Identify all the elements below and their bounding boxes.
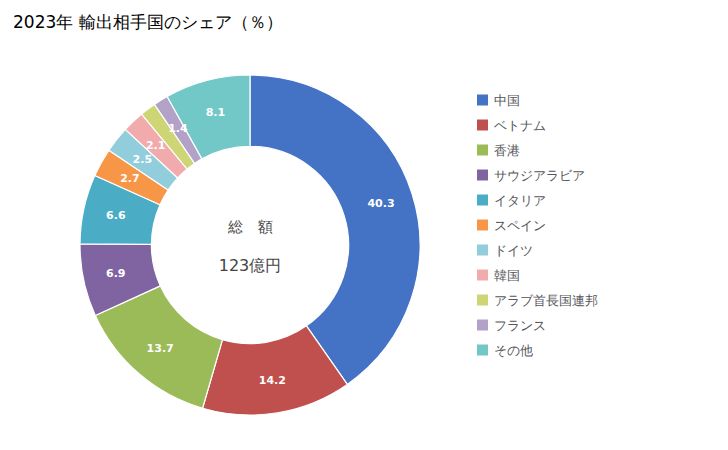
svg-text:6.6: 6.6 [106, 209, 126, 222]
svg-text:韓国: 韓国 [494, 268, 520, 283]
svg-text:6.9: 6.9 [106, 267, 126, 280]
svg-text:40.3: 40.3 [367, 197, 394, 210]
svg-text:サウジアラビア: サウジアラビア [494, 168, 585, 183]
svg-text:中国: 中国 [494, 93, 520, 108]
svg-text:2.5: 2.5 [133, 153, 153, 166]
svg-text:スペイン: スペイン [494, 218, 546, 233]
svg-text:2023年 輸出相手国のシェア（％）: 2023年 輸出相手国のシェア（％） [13, 12, 283, 32]
svg-text:総 額: 総 額 [227, 218, 273, 236]
svg-text:その他: その他 [494, 343, 533, 358]
svg-text:14.2: 14.2 [259, 374, 286, 387]
svg-text:13.7: 13.7 [147, 342, 174, 355]
svg-text:2.1: 2.1 [146, 139, 166, 152]
svg-text:ベトナム: ベトナム [494, 118, 546, 133]
svg-text:アラブ首長国連邦: アラブ首長国連邦 [494, 293, 598, 308]
svg-text:イタリア: イタリア [494, 193, 546, 208]
svg-text:123億円: 123億円 [219, 256, 282, 275]
svg-text:ドイツ: ドイツ [494, 243, 533, 258]
svg-text:フランス: フランス [494, 318, 546, 333]
svg-text:8.1: 8.1 [206, 106, 226, 119]
svg-text:2.7: 2.7 [120, 172, 140, 185]
svg-text:香港: 香港 [494, 143, 520, 158]
svg-text:1.4: 1.4 [168, 122, 188, 135]
